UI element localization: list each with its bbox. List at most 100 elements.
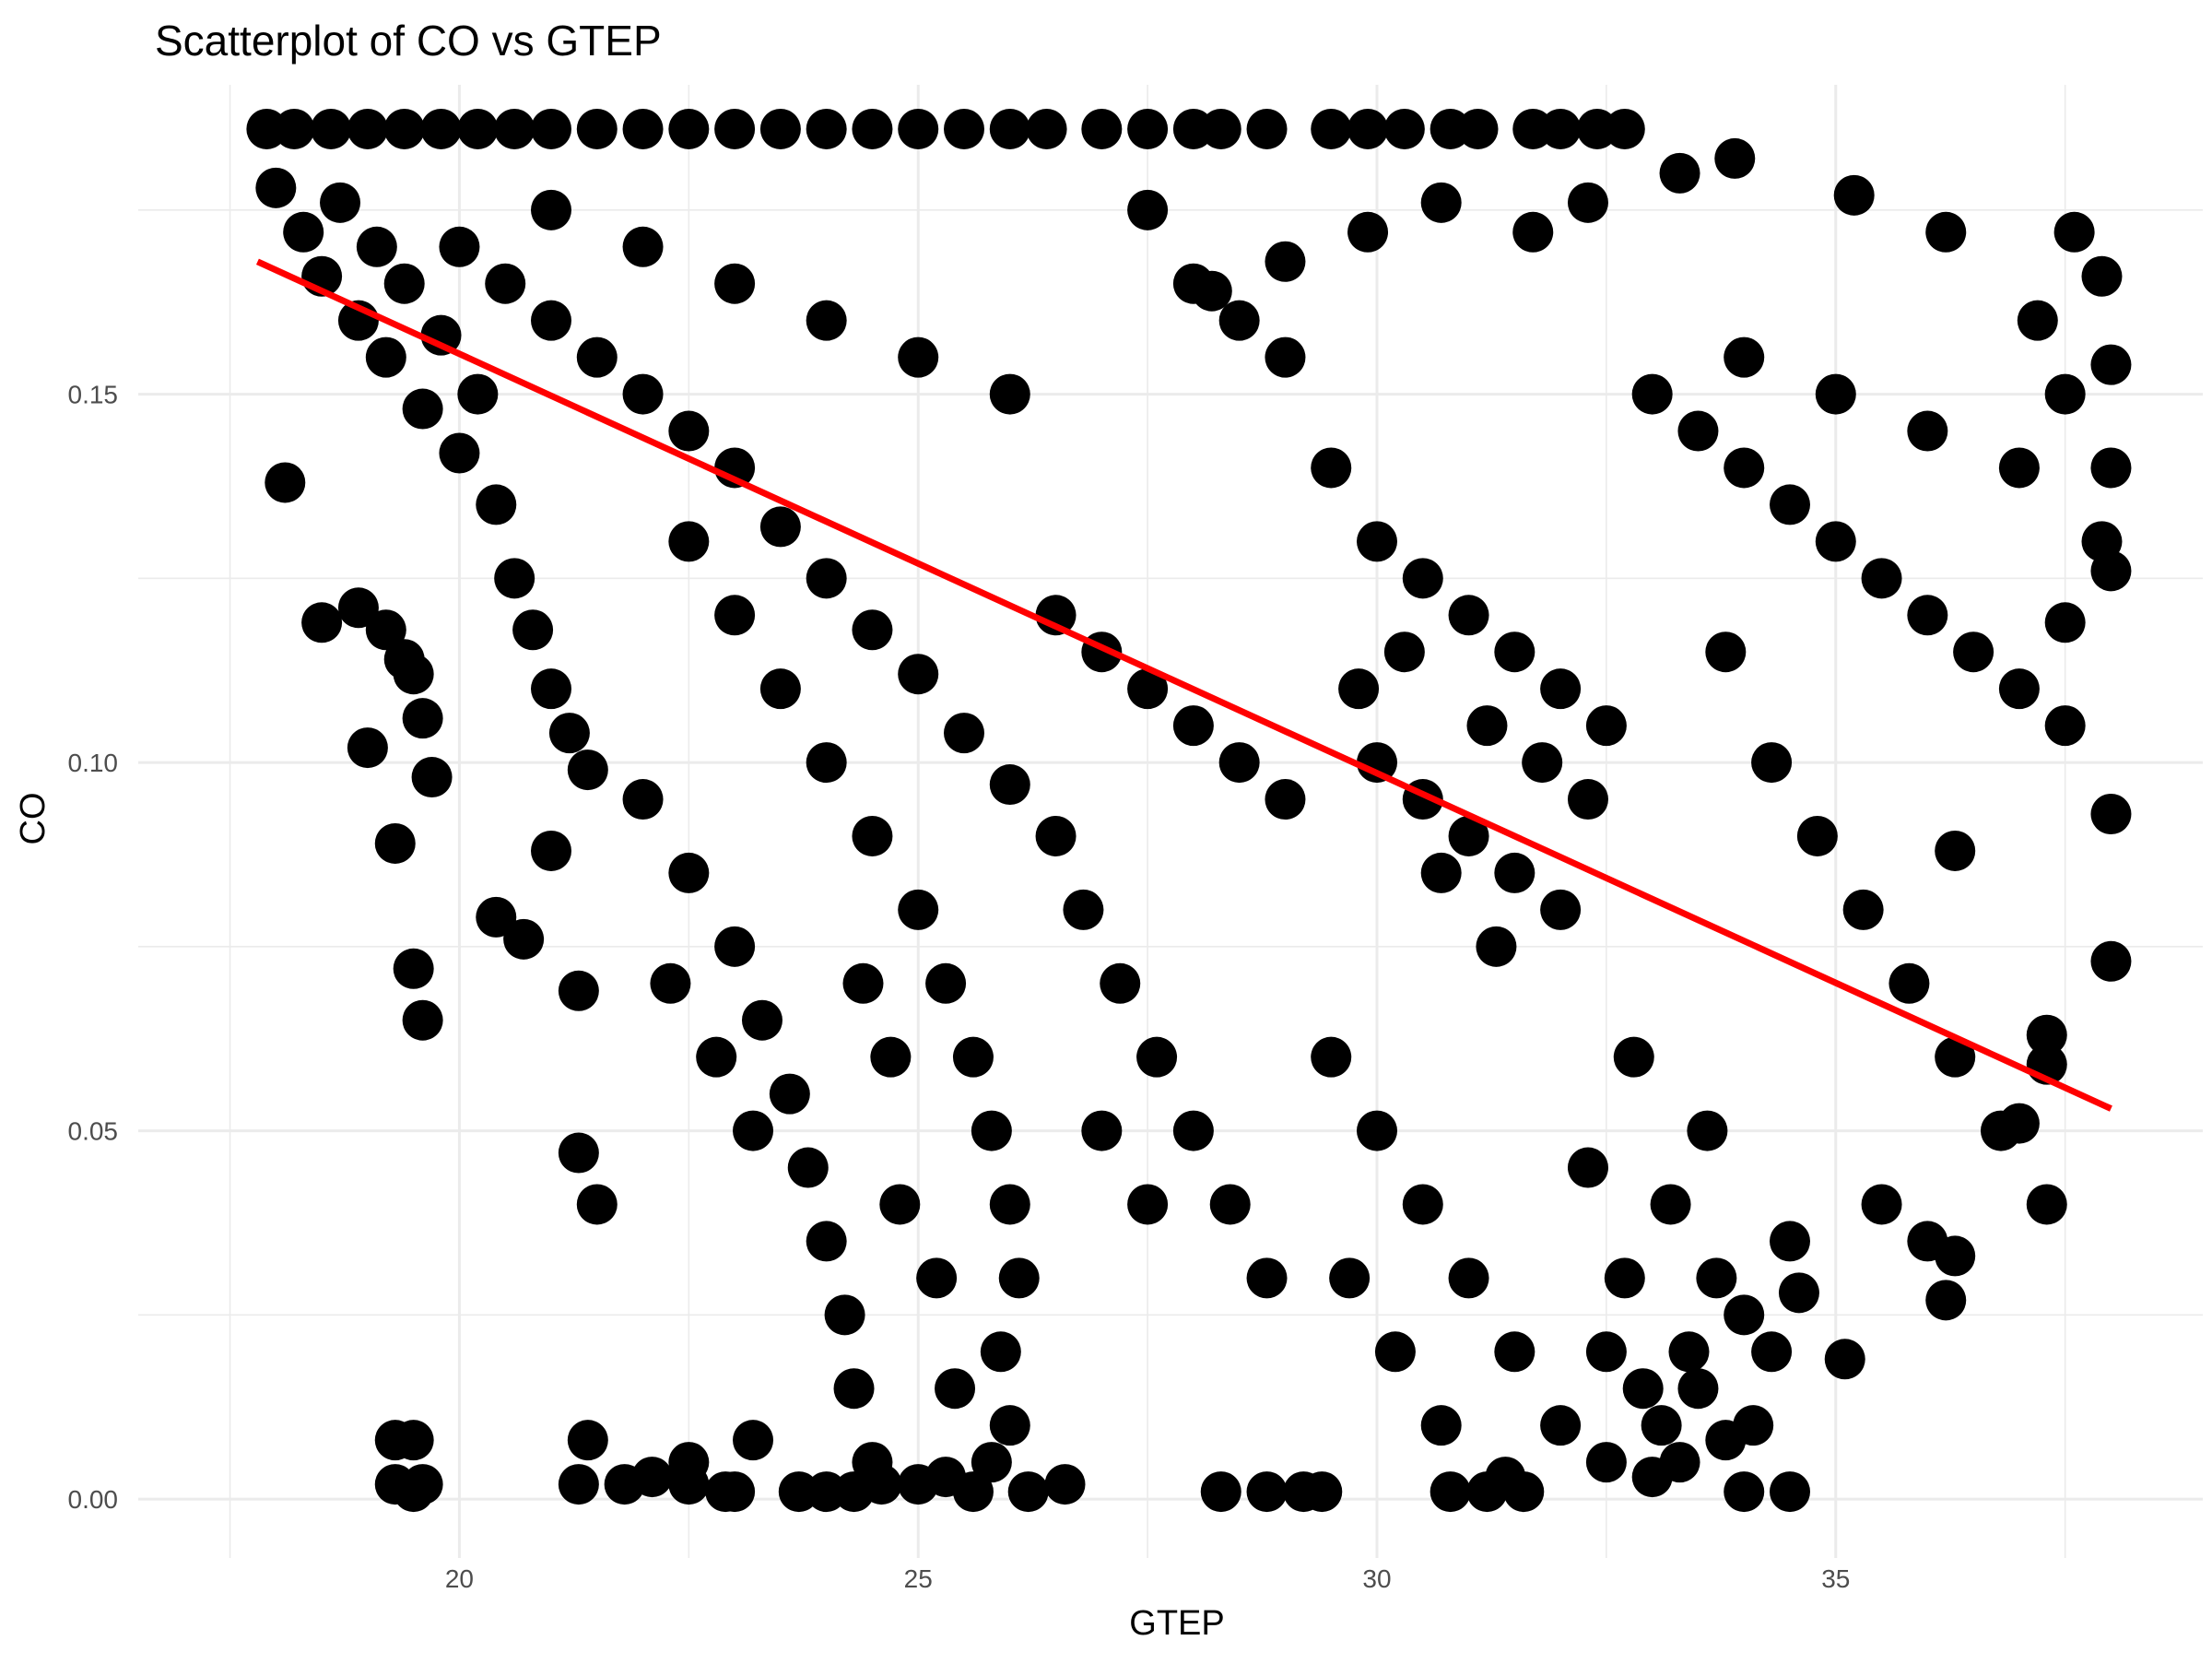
data-point bbox=[1035, 815, 1077, 856]
data-point bbox=[1567, 779, 1608, 820]
data-point bbox=[2090, 794, 2132, 835]
data-point bbox=[1357, 742, 1397, 784]
data-point bbox=[457, 373, 499, 415]
data-point bbox=[374, 822, 416, 864]
data-point bbox=[411, 757, 453, 798]
data-point bbox=[2090, 344, 2132, 385]
data-point bbox=[989, 1184, 1030, 1225]
data-point bbox=[320, 182, 361, 223]
data-point bbox=[1540, 668, 1582, 710]
data-point bbox=[1311, 108, 1352, 149]
data-point bbox=[1907, 595, 1948, 636]
data-point bbox=[1604, 108, 1645, 149]
data-point bbox=[1246, 108, 1288, 149]
data-point bbox=[393, 654, 434, 695]
data-point bbox=[1770, 484, 1810, 525]
chart-title: Scatterplot of CO vs GTEP bbox=[155, 17, 662, 65]
y-tick-label: 0.00 bbox=[68, 1485, 119, 1514]
data-point bbox=[925, 962, 967, 1004]
data-point bbox=[393, 1420, 434, 1461]
data-point bbox=[2044, 602, 2086, 643]
data-point bbox=[420, 108, 462, 149]
data-point bbox=[1127, 189, 1169, 230]
data-point bbox=[944, 108, 984, 149]
data-point bbox=[1466, 1471, 1508, 1513]
data-point bbox=[1687, 1110, 1728, 1151]
data-point bbox=[1127, 1184, 1169, 1225]
data-point bbox=[1540, 1405, 1582, 1446]
data-point bbox=[2081, 521, 2123, 562]
x-axis-label: GTEP bbox=[1129, 1604, 1224, 1643]
data-point bbox=[283, 211, 324, 253]
data-point bbox=[787, 1147, 829, 1188]
data-point bbox=[2026, 1184, 2067, 1225]
data-point bbox=[558, 1132, 599, 1174]
data-point bbox=[494, 558, 535, 599]
data-point bbox=[383, 263, 425, 304]
data-point bbox=[622, 108, 664, 149]
data-point bbox=[1347, 211, 1389, 253]
data-point bbox=[1925, 1280, 1967, 1321]
data-point bbox=[1383, 631, 1425, 673]
data-point bbox=[852, 609, 893, 651]
data-point bbox=[576, 336, 618, 378]
data-point bbox=[531, 108, 571, 149]
data-point bbox=[1724, 1471, 1765, 1513]
data-point bbox=[1347, 108, 1389, 149]
data-point bbox=[1503, 1471, 1545, 1513]
data-point bbox=[1770, 1221, 1810, 1262]
data-point bbox=[1861, 1184, 1902, 1225]
data-point bbox=[980, 1331, 1021, 1373]
data-point bbox=[668, 521, 710, 562]
data-point bbox=[1724, 336, 1765, 378]
data-point bbox=[1338, 668, 1380, 710]
data-point bbox=[898, 108, 939, 149]
data-point bbox=[733, 1420, 774, 1461]
data-point bbox=[1935, 830, 1976, 871]
data-point bbox=[1751, 1331, 1793, 1373]
data-point bbox=[989, 108, 1030, 149]
data-point bbox=[1631, 373, 1673, 415]
data-point bbox=[1265, 779, 1306, 820]
data-point bbox=[2044, 705, 2086, 747]
data-point bbox=[1641, 1405, 1682, 1446]
data-point bbox=[1540, 108, 1582, 149]
data-point bbox=[274, 108, 315, 149]
data-point bbox=[1815, 521, 1856, 562]
data-point bbox=[1998, 447, 2040, 489]
data-point bbox=[503, 918, 545, 960]
data-point bbox=[494, 108, 535, 149]
data-point bbox=[402, 698, 443, 739]
data-point bbox=[622, 373, 664, 415]
data-point bbox=[622, 226, 664, 267]
data-point bbox=[1218, 742, 1260, 784]
data-point bbox=[1613, 1036, 1654, 1078]
data-point bbox=[383, 108, 425, 149]
data-point bbox=[512, 609, 554, 651]
data-point bbox=[1476, 926, 1517, 967]
data-point bbox=[1136, 1036, 1178, 1078]
data-point bbox=[714, 926, 756, 967]
data-point bbox=[1044, 1464, 1086, 1505]
data-point bbox=[1301, 1471, 1343, 1513]
data-point bbox=[696, 1036, 737, 1078]
data-point bbox=[558, 970, 599, 1011]
data-point bbox=[301, 602, 343, 643]
data-point bbox=[1466, 705, 1508, 747]
data-point bbox=[1585, 705, 1627, 747]
data-point bbox=[1815, 373, 1856, 415]
data-point bbox=[1430, 1471, 1471, 1513]
data-point bbox=[1751, 742, 1793, 784]
data-point bbox=[650, 962, 691, 1004]
data-point bbox=[576, 1184, 618, 1225]
trend-line bbox=[255, 258, 2112, 1112]
scatter-points bbox=[246, 108, 2132, 1513]
data-point bbox=[2090, 940, 2132, 982]
data-point bbox=[714, 263, 756, 304]
data-point bbox=[1659, 152, 1700, 194]
data-point bbox=[1494, 1331, 1535, 1373]
trend-line-layer bbox=[255, 258, 2112, 1112]
data-point bbox=[1383, 108, 1425, 149]
data-point bbox=[2053, 211, 2095, 253]
